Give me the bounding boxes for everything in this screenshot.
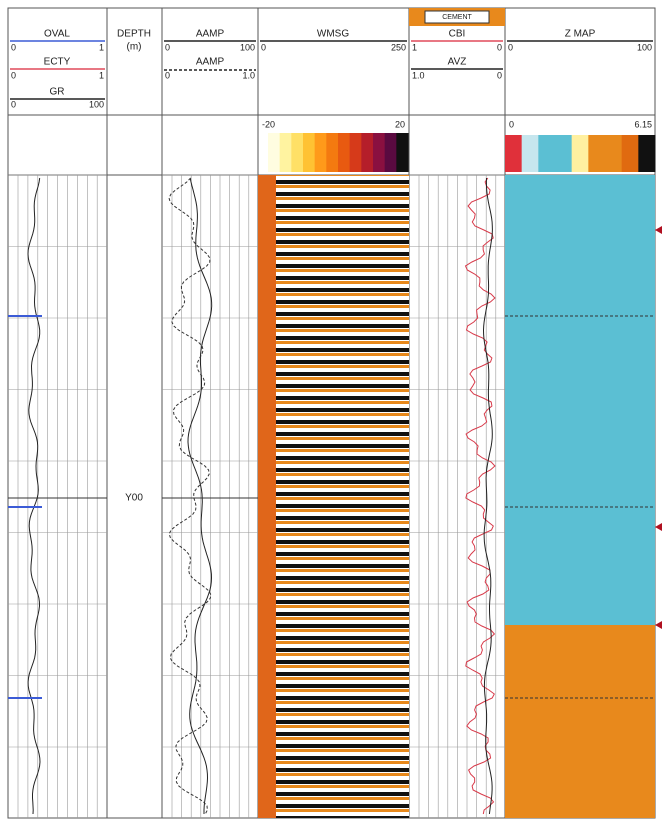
- scale-max: 1: [99, 70, 104, 80]
- depth-unit: (m): [127, 42, 142, 53]
- color-swatch: [326, 133, 338, 172]
- scale-max: 1.0: [242, 70, 255, 80]
- scale-max: 100: [89, 99, 104, 109]
- scale-max: 100: [240, 42, 255, 52]
- color-scale-max: 20: [395, 119, 405, 129]
- header-rules: [10, 41, 653, 99]
- color-swatch: [361, 133, 373, 172]
- color-scale-max: 6.15: [634, 119, 652, 129]
- gr-curve: [28, 178, 40, 814]
- curve-name: OVAL: [44, 29, 70, 40]
- aamp-curve: [188, 178, 212, 814]
- scale-max: 1: [99, 42, 104, 52]
- scale-max: 0: [497, 70, 502, 80]
- color-bars: [268, 133, 656, 172]
- curve-name: ECTY: [44, 57, 71, 68]
- zmap-free: [505, 175, 655, 625]
- scale-max: 100: [637, 42, 652, 52]
- avz-curve: [484, 178, 493, 814]
- color-swatch: [303, 133, 315, 172]
- color-scale-min: 0: [509, 119, 514, 129]
- color-swatch: [622, 135, 639, 172]
- scale-min: 0: [508, 42, 513, 52]
- depth-label: Y00: [125, 493, 143, 504]
- color-swatch: [396, 133, 408, 172]
- color-swatch: [350, 133, 362, 172]
- color-swatch: [505, 135, 522, 172]
- cement-label: CEMENT: [442, 14, 472, 21]
- color-swatch: [280, 133, 292, 172]
- scale-max: 0: [497, 42, 502, 52]
- scale-min: 0: [261, 42, 266, 52]
- scale-min: 0: [11, 99, 16, 109]
- curve-name: CBI: [449, 29, 466, 40]
- scale-min: 1: [412, 42, 417, 52]
- color-swatch: [588, 135, 605, 172]
- scale-min: 1.0: [412, 70, 425, 80]
- depth-title: DEPTH: [117, 29, 151, 40]
- well-log: CEMENT OVAL 0 1 ECTY 0 1 GR 0 100 DEPTH …: [0, 0, 662, 821]
- arrows: [655, 226, 662, 629]
- scale-min: 0: [11, 70, 16, 80]
- cbi-curve: [466, 178, 495, 814]
- color-swatch: [373, 133, 385, 172]
- scale-max: 250: [391, 42, 406, 52]
- color-swatch: [291, 133, 303, 172]
- grid: [8, 175, 505, 818]
- curve-name: GR: [50, 87, 65, 98]
- color-scale-min: -20: [262, 119, 275, 129]
- zmap-bonded: [505, 625, 655, 818]
- color-swatch: [555, 135, 572, 172]
- curve-name: AVZ: [448, 57, 467, 68]
- curve-name: AAMP: [196, 57, 225, 68]
- color-swatch: [638, 135, 655, 172]
- scale-min: 0: [165, 70, 170, 80]
- curve-name: Z MAP: [565, 29, 596, 40]
- color-swatch: [572, 135, 589, 172]
- curve-name: AAMP: [196, 29, 225, 40]
- color-swatch: [522, 135, 539, 172]
- color-swatch: [338, 133, 350, 172]
- scale-min: 0: [165, 42, 170, 52]
- curve-name: WMSG: [317, 29, 349, 40]
- color-swatch: [315, 133, 327, 172]
- wmsg-image: [258, 175, 409, 818]
- color-swatch: [605, 135, 622, 172]
- color-swatch: [538, 135, 555, 172]
- wmsg-edge: [258, 175, 276, 818]
- color-swatch: [268, 133, 280, 172]
- scale-min: 0: [11, 42, 16, 52]
- color-swatch: [385, 133, 397, 172]
